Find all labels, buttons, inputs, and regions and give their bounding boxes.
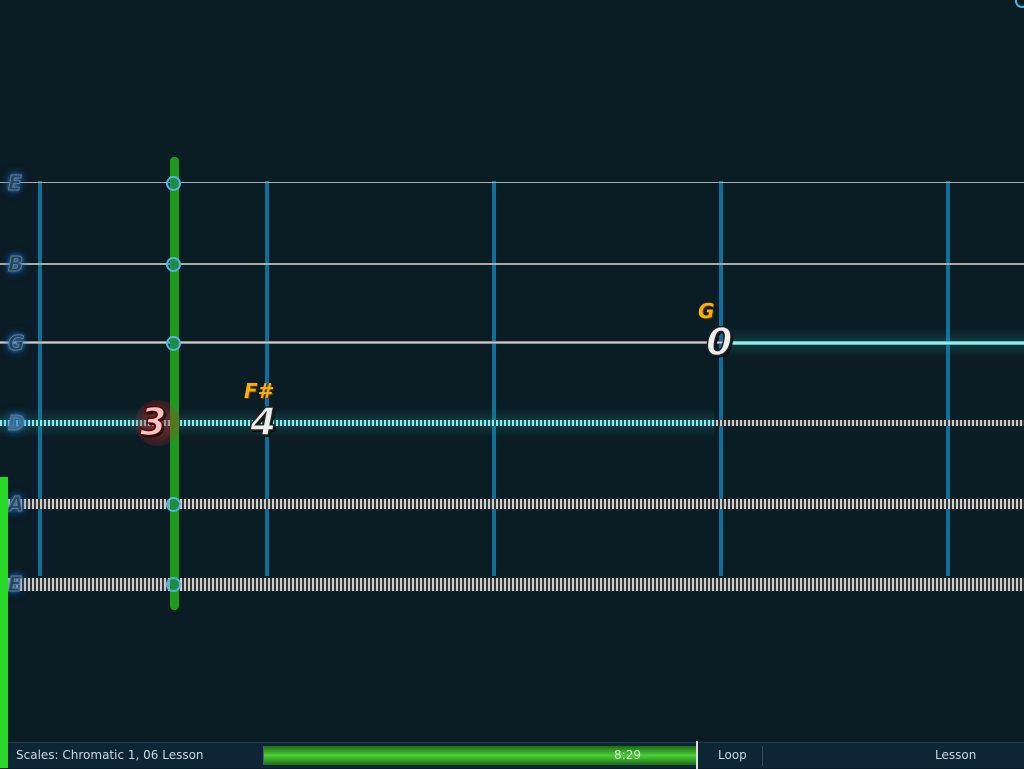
playhead-node	[166, 577, 181, 592]
note-fret-number: 4	[249, 399, 277, 445]
loop-button[interactable]: Loop	[718, 748, 747, 762]
playhead-node	[166, 257, 181, 272]
string-label: E	[8, 572, 23, 597]
playhead-node	[166, 336, 181, 351]
note-fret-number: 3	[139, 399, 167, 445]
string-label: E	[8, 171, 23, 196]
string-6	[0, 578, 1024, 591]
song-title: Scales: Chromatic 1, 06 Lesson	[16, 748, 204, 762]
string-3	[0, 341, 1024, 344]
time-label: 8:29	[614, 748, 641, 762]
string-label: A	[7, 492, 24, 517]
progress-handle[interactable]	[696, 741, 698, 769]
note-name: G	[698, 299, 715, 323]
string-4-active	[0, 420, 715, 426]
playhead	[170, 157, 179, 610]
status-bar: Scales: Chromatic 1, 06 Lesson 8:29 Loop…	[8, 741, 1024, 769]
fret-line	[38, 181, 42, 576]
mode-button[interactable]: Lesson	[935, 748, 977, 762]
string-2	[0, 263, 1024, 265]
fret-line	[265, 181, 269, 576]
divider	[762, 746, 763, 766]
fret-line	[946, 181, 950, 576]
string-3-active	[730, 341, 1024, 345]
fret-line	[492, 181, 496, 576]
playhead-node	[166, 176, 181, 191]
note-fret-number: 0	[705, 319, 733, 365]
string-label: B	[7, 252, 24, 277]
string-label: D	[8, 411, 26, 436]
progress-bar[interactable]: 8:29	[263, 746, 698, 765]
string-label: G	[7, 331, 25, 356]
corner-indicator	[1015, 0, 1024, 8]
fret-line	[719, 181, 723, 576]
note-name: F#	[244, 379, 272, 403]
missed-note-glow	[135, 400, 181, 446]
string-5	[0, 499, 1024, 509]
string-1	[0, 182, 1024, 183]
playhead-node	[166, 497, 181, 512]
progress-fill	[264, 746, 698, 765]
level-meter	[0, 477, 8, 768]
